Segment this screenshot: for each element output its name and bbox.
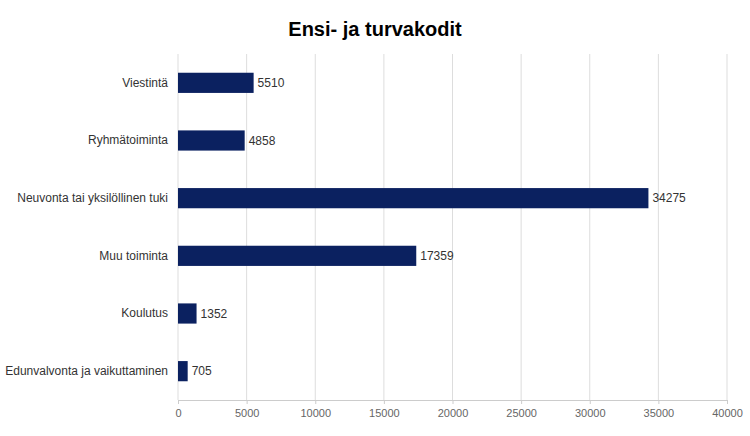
tick: Edunvalvonta ja vaikuttaminen	[5, 364, 168, 378]
tick-mark	[590, 400, 591, 404]
tick: 20000	[438, 400, 469, 419]
tick: 40000	[712, 400, 743, 419]
tick: Viestintä	[122, 76, 168, 90]
bar	[178, 246, 416, 266]
tick: 0	[175, 400, 181, 419]
tick: Koulutus	[121, 306, 168, 320]
tick-label: 20000	[438, 407, 469, 419]
tick-mark	[315, 400, 316, 404]
tick: Muu toiminta	[99, 249, 168, 263]
tick-mark	[384, 400, 385, 404]
tick: 25000	[506, 400, 537, 419]
tick-label: 10000	[300, 407, 331, 419]
grid-line	[658, 54, 659, 400]
category-label: Edunvalvonta ja vaikuttaminen	[5, 364, 168, 378]
bar	[178, 73, 254, 93]
tick-mark	[247, 400, 248, 404]
data-label: 1352	[201, 307, 228, 321]
tick: Neuvonta tai yksilöllinen tuki	[17, 191, 168, 205]
data-label: 34275	[652, 191, 686, 205]
tick-mark	[453, 400, 454, 404]
data-label: 4858	[249, 134, 276, 148]
title: Ensi- ja turvakodit	[288, 18, 462, 40]
category-label: Koulutus	[121, 306, 168, 320]
grid-line	[383, 54, 384, 400]
tick-label: 15000	[369, 407, 400, 419]
axis-line	[179, 401, 728, 405]
tick: 30000	[575, 400, 606, 419]
tick-mark	[658, 400, 659, 404]
grid-line	[452, 54, 453, 400]
grid-line	[178, 54, 179, 400]
grid-line	[315, 54, 316, 400]
data-label: 17359	[420, 249, 454, 263]
grid-line	[521, 54, 522, 400]
data-label: 5510	[258, 76, 285, 90]
x-axis: 0 5000 10000 15000 20000 25000 30000 35000 40000	[175, 400, 742, 419]
grid-line	[727, 54, 728, 400]
tick-label: 40000	[712, 407, 743, 419]
tick: 35000	[644, 400, 675, 419]
category-label: Ryhmätoiminta	[88, 133, 168, 147]
bars	[178, 73, 648, 382]
category-label: Viestintä	[122, 76, 168, 90]
bar	[178, 361, 188, 381]
tick: Ryhmätoiminta	[88, 133, 168, 147]
grid	[178, 54, 727, 400]
data-label: 705	[192, 364, 212, 378]
y-axis: Viestintä Ryhmätoiminta Neuvonta tai yksil…	[5, 76, 168, 378]
tick-label: 5000	[235, 407, 259, 419]
bar	[178, 130, 245, 150]
tick-mark	[178, 400, 179, 404]
tick: 10000	[300, 400, 331, 419]
tick-label: 35000	[644, 407, 675, 419]
grid-line	[589, 54, 590, 400]
grid-line	[246, 54, 247, 400]
tick-mark	[727, 400, 728, 404]
tick-mark	[521, 400, 522, 404]
bar	[178, 303, 197, 323]
data-labels: 5510 4858 34275 17359 1352 705	[192, 76, 686, 378]
tick-label: 25000	[506, 407, 537, 419]
category-label: Muu toiminta	[99, 249, 168, 263]
tick: 5000	[235, 400, 259, 419]
tick: 15000	[369, 400, 400, 419]
tick-label: 0	[175, 407, 181, 419]
chart: Ensi- ja turvakodit 0 5000 10000 15000 20000 2…	[0, 0, 750, 436]
tick-label: 30000	[575, 407, 606, 419]
bar	[178, 188, 648, 208]
category-label: Neuvonta tai yksilöllinen tuki	[17, 191, 168, 205]
